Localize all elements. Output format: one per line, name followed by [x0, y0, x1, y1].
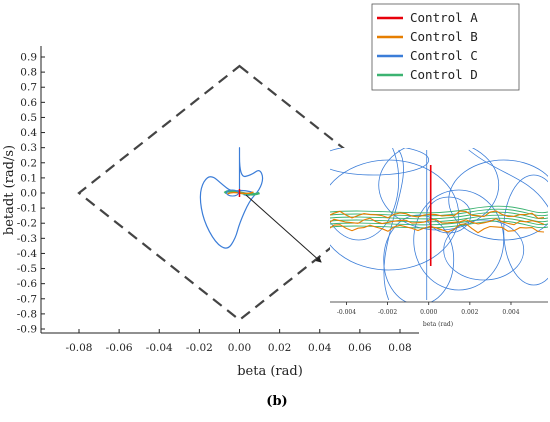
- y-tick-label: -0.3: [17, 233, 37, 245]
- figure-caption: (b): [266, 394, 287, 409]
- y-tick-label: -0.1: [17, 203, 37, 215]
- inset-x-ticks: -0.004 -0.002 0.000 0.002 0.004: [337, 302, 520, 316]
- y-tick-label: 0.5: [20, 112, 37, 124]
- y-tick-label: -0.7: [17, 293, 37, 305]
- x-tick-label: -0.04: [146, 342, 173, 354]
- series-control-c-main: [200, 148, 262, 248]
- y-tick-label: -0.8: [17, 308, 37, 320]
- inset-frame: [330, 148, 548, 302]
- main-trajectories: [200, 148, 262, 248]
- y-tick-label: 0.4: [20, 127, 37, 139]
- legend: Control A Control B Control C Control D: [372, 4, 519, 90]
- y-tick-label: 0.7: [20, 82, 37, 94]
- legend-label: Control A: [410, 10, 478, 25]
- y-tick-label: 0.6: [20, 97, 37, 109]
- y-tick-label: -0.4: [17, 248, 38, 260]
- y-tick-label: 0.1: [20, 172, 37, 184]
- y-tick-label: 0.2: [20, 157, 37, 169]
- inset-tick-label: 0.002: [461, 309, 478, 316]
- legend-label: Control C: [410, 48, 478, 63]
- y-tick-label: 0.0: [20, 188, 37, 200]
- x-tick-label: 0.00: [228, 342, 251, 354]
- y-axis-label: betadt (rad/s): [2, 145, 17, 235]
- y-tick-label: -0.2: [17, 218, 37, 230]
- x-tick-label: 0.02: [268, 342, 291, 354]
- inset-tick-label: -0.002: [378, 309, 397, 316]
- y-tick-label: 0.3: [20, 142, 37, 154]
- x-tick-label: -0.02: [186, 342, 213, 354]
- legend-label: Control B: [410, 29, 478, 44]
- inset-tick-label: 0.004: [502, 309, 519, 316]
- x-tick-label: 0.06: [348, 342, 372, 354]
- legend-label: Control D: [410, 67, 478, 82]
- inset-x-axis-label: beta (rad): [423, 321, 453, 328]
- y-tick-label: -0.9: [17, 324, 37, 336]
- y-tick-label: -0.6: [17, 278, 38, 290]
- x-axis-label: beta (rad): [237, 364, 303, 379]
- x-tick-label: -0.08: [66, 342, 93, 354]
- inset-zoom: -0.004 -0.002 0.000 0.002 0.004 beta (rad): [319, 120, 550, 328]
- inset-tick-label: 0.000: [420, 309, 437, 316]
- inset-tick-label: -0.004: [337, 309, 356, 316]
- x-tick-label: 0.04: [308, 342, 332, 354]
- y-tick-label: 0.9: [20, 52, 37, 64]
- y-tick-label: 0.8: [20, 67, 37, 79]
- y-tick-label: -0.5: [17, 263, 37, 275]
- x-tick-label: 0.08: [388, 342, 411, 354]
- x-tick-label: -0.06: [106, 342, 133, 354]
- zoom-arrow: [246, 195, 321, 262]
